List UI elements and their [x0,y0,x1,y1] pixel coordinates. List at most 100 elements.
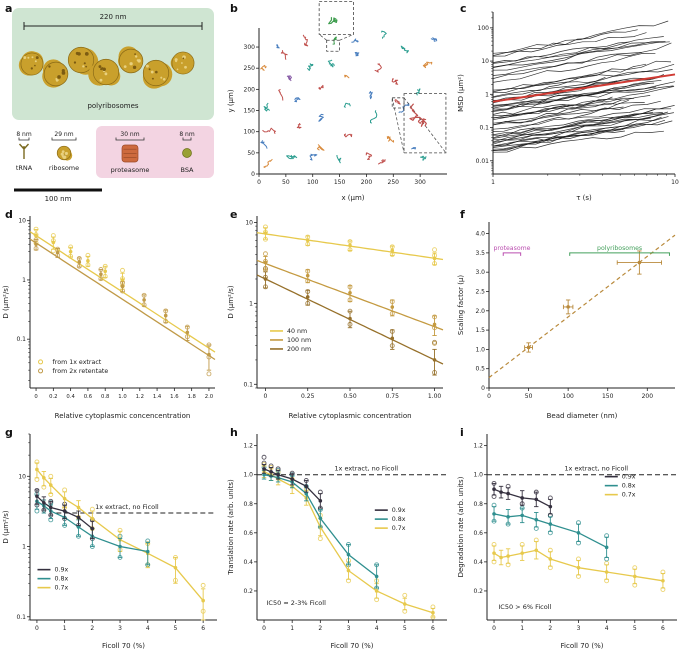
svg-text:0: 0 [487,393,491,400]
svg-text:0.9x: 0.9x [392,507,406,514]
svg-text:250: 250 [388,179,400,186]
chart-i: 0 1 2 3 4 5 6 0.2 0.4 0.6 0.8 1.0 1.2 Ficoll 70 (%) De… [457,434,677,650]
panel-c-msd-chart: 1 10 100 10 1 0.1 0.01 τ (s) MSD (μm²) [455,0,685,206]
svg-text:1: 1 [63,625,67,632]
panel-b-letter: b [230,2,238,15]
svg-text:0.2: 0.2 [49,394,57,400]
svg-text:3.5: 3.5 [475,250,485,257]
svg-text:1: 1 [290,625,294,632]
svg-text:2: 2 [318,625,322,632]
panel-b: b 0 50 100 150 200 250 300 0 50 100 150 200 250 300 x … [225,0,455,206]
svg-text:2: 2 [548,625,552,632]
svg-text:1x extract, no Ficoll: 1x extract, no Ficoll [334,465,398,473]
svg-text:0: 0 [257,179,261,186]
panel-e: e 0 0.25 0.50 0.75 1.00 10 1 0.1 Relative cytopl… [225,206,455,424]
svg-text:300: 300 [244,44,256,51]
svg-text:150: 150 [244,108,256,115]
svg-text:0.7x: 0.7x [54,585,68,592]
svg-text:Degradation rate (arb. units): Degradation rate (arb. units) [457,476,465,577]
svg-text:50: 50 [525,393,533,400]
svg-text:x (μm): x (μm) [341,194,364,202]
panel-i-letter: i [460,426,464,439]
svg-text:1: 1 [22,544,26,551]
svg-text:0: 0 [34,394,38,400]
svg-text:Ficoll 70 (%): Ficoll 70 (%) [331,642,374,650]
svg-text:τ (s): τ (s) [576,194,592,202]
panel-a-illustration: 220 nm polyribosomes 8 nm tRNA 29 nm ribosome… [0,0,225,206]
svg-text:0: 0 [35,625,39,632]
chart-c: 1 10 100 10 1 0.1 0.01 τ (s) MSD (μm²) [457,11,679,202]
svg-text:10: 10 [245,219,253,226]
svg-text:200: 200 [361,179,373,186]
svg-text:250: 250 [244,65,256,72]
svg-text:8 nm: 8 nm [179,131,195,138]
svg-text:100: 100 [562,393,574,400]
svg-text:Relative cytoplasmic concencen: Relative cytoplasmic concencentration [55,412,191,420]
svg-text:1.0: 1.0 [243,472,253,479]
svg-text:0.4: 0.4 [473,559,483,566]
svg-text:1: 1 [485,91,489,98]
svg-text:50: 50 [247,150,255,157]
svg-text:5: 5 [174,625,178,632]
svg-text:Ficoll 70 (%): Ficoll 70 (%) [102,642,145,650]
svg-text:1.6: 1.6 [170,394,179,400]
svg-text:10: 10 [481,58,489,65]
svg-text:y (μm): y (μm) [227,89,235,112]
svg-text:100: 100 [478,25,490,32]
svg-text:100 nm: 100 nm [287,337,311,344]
panel-h-translation-chart: 0 1 2 3 4 5 6 0.2 0.4 0.6 0.8 1.0 1.2 Ficoll 70 (%) Tr… [225,424,455,654]
svg-text:Translation rate (arb. units): Translation rate (arb. units) [227,479,235,576]
svg-text:1x extract, no Ficoll: 1x extract, no Ficoll [564,465,628,473]
svg-text:4: 4 [375,625,379,632]
svg-text:100: 100 [244,129,256,136]
svg-text:50: 50 [282,179,290,186]
svg-text:100 nm: 100 nm [45,195,72,203]
svg-text:Bead diameter (nm): Bead diameter (nm) [547,412,618,420]
svg-text:4: 4 [605,625,609,632]
svg-text:D (μm²/s): D (μm²/s) [227,285,235,318]
svg-text:0.8x: 0.8x [54,576,68,583]
svg-text:3: 3 [118,625,122,632]
svg-text:1: 1 [491,179,495,186]
svg-text:3: 3 [347,625,351,632]
svg-text:Ficoll 70 (%): Ficoll 70 (%) [561,642,604,650]
svg-text:0.50: 0.50 [343,393,357,400]
panel-a: a 220 nm polyribosomes 8 nm tRNA 29 nm riboso… [0,0,225,206]
svg-text:200: 200 [244,86,256,93]
svg-text:MSD (μm²): MSD (μm²) [457,74,465,112]
svg-text:0.75: 0.75 [386,393,400,400]
svg-text:6: 6 [661,625,665,632]
svg-text:30 nm: 30 nm [120,131,139,138]
svg-text:5: 5 [403,625,407,632]
svg-text:D (μm²/s): D (μm²/s) [2,510,10,543]
svg-text:0.5: 0.5 [475,366,485,373]
svg-text:0.9x: 0.9x [54,567,68,574]
panel-c-letter: c [460,2,467,15]
svg-text:Scaling factor (μ): Scaling factor (μ) [457,275,465,335]
svg-text:0: 0 [262,625,266,632]
svg-text:2: 2 [90,625,94,632]
svg-text:0.8x: 0.8x [392,516,406,523]
svg-text:1.2: 1.2 [243,443,253,450]
svg-text:1.0: 1.0 [473,472,483,479]
svg-text:0.2: 0.2 [243,588,253,595]
svg-text:10: 10 [18,218,26,225]
chart-d: 0 0.2 0.4 0.6 0.8 1.0 1.2 1.4 1.6 1.8 2.0 10 1 0.1 Rel… [2,216,216,420]
chart-b: 0 50 100 150 200 250 300 0 50 100 150 200 250 300 x (μ… [227,0,447,202]
chart-f: 0 50 100 150 200 0 0.5 1.0 1.5 2.0 2.5 3.0 3.5 4.0 Bea… [457,222,676,420]
svg-text:1: 1 [249,300,253,307]
svg-text:4.0: 4.0 [475,231,485,238]
svg-text:from 1x extract: from 1x extract [53,359,102,366]
svg-text:0.4: 0.4 [243,559,253,566]
svg-text:220 nm: 220 nm [100,13,127,21]
svg-text:2.0: 2.0 [475,308,485,315]
svg-text:BSA: BSA [180,166,194,174]
svg-text:polyribosomes: polyribosomes [87,102,138,110]
svg-text:proteasome: proteasome [493,245,530,252]
svg-text:3: 3 [577,625,581,632]
panel-f-scaling-chart: 0 50 100 150 200 0 0.5 1.0 1.5 2.0 2.5 3.0 3.5 4.0 Bea… [455,206,685,424]
panel-c: c 1 10 100 10 1 0.1 0.01 τ (s) MSD (μm²) [455,0,685,206]
svg-text:from 2x retentate: from 2x retentate [53,368,109,375]
svg-text:0.9x: 0.9x [622,474,636,481]
